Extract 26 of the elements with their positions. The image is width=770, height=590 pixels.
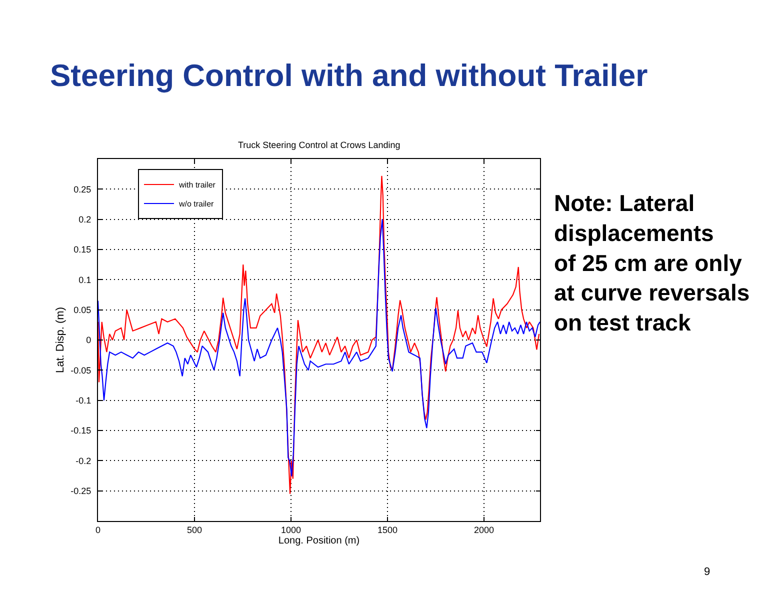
y-axis-title: Lat. Disp. (m) — [54, 306, 66, 374]
y-tick-label: -0.15 — [70, 426, 92, 436]
line-series — [98, 218, 540, 477]
x-tick-label: 0 — [95, 524, 101, 535]
chart-subtitle: Truck Steering Control at Crows Landing — [238, 140, 400, 150]
x-axis-title: Long. Position (m) — [278, 535, 360, 546]
legend-label: w/o trailer — [178, 200, 214, 209]
x-tick-label: 500 — [186, 524, 202, 535]
y-tick-label: 0.2 — [78, 214, 92, 224]
y-tick-label: -0.25 — [70, 486, 92, 496]
x-tick-label: 1500 — [378, 524, 398, 535]
text: 9 — [704, 566, 710, 578]
y-tick-label: -0.2 — [76, 456, 92, 466]
y-tick-label: 0.15 — [74, 244, 92, 255]
y-tick-label: -0.05 — [70, 365, 92, 376]
y-tick-label: 0.25 — [74, 184, 92, 194]
x-tick-label: 1000 — [280, 524, 302, 535]
x-tick-label: 2000 — [474, 524, 494, 535]
y-tick-label: 0.1 — [78, 274, 92, 285]
y-tick-label: -0.1 — [76, 395, 92, 406]
y-tick-label: 0 — [86, 335, 92, 346]
line-series — [98, 175, 540, 494]
legend-label: with trailer — [178, 180, 216, 190]
y-tick-label: 0.05 — [74, 304, 92, 315]
chart-title: Steering Control with and without Trailer — [50, 58, 648, 93]
text: Note: Lateral displacements of 25 cm are only at curve reversals on test track — [554, 190, 750, 336]
